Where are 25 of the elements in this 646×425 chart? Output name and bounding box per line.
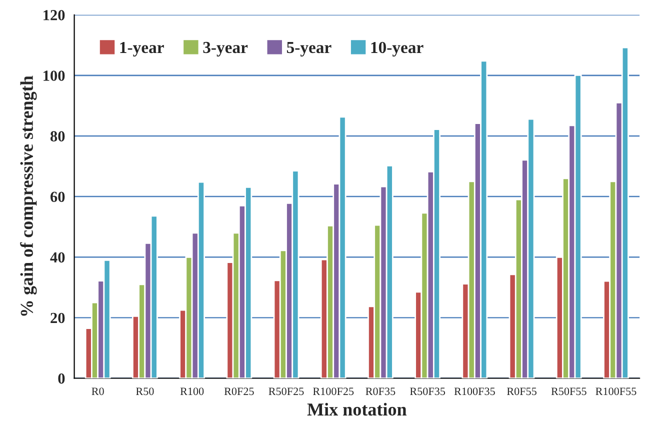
legend-label: 5-year <box>286 42 332 57</box>
x-axis-title: Mix notation <box>307 402 407 416</box>
x-tick-label: R0F35 <box>366 388 396 396</box>
x-tick-label: R100 <box>180 388 204 396</box>
y-tick-label: 20 <box>50 312 65 324</box>
legend-label: 10-year <box>371 42 424 57</box>
x-tick-label: R50F25 <box>268 388 304 396</box>
y-axis-title: % gain of compressive strength <box>20 76 37 316</box>
x-tick-label: R50F55 <box>551 388 586 396</box>
x-tick-label: R100F55 <box>596 388 636 396</box>
x-tick-label: R50F35 <box>410 388 446 396</box>
legend-label: 1-year <box>120 42 164 57</box>
y-tick-label: 60 <box>50 192 65 202</box>
y-tick-label: 40 <box>50 252 65 263</box>
x-tick-label: R0F25 <box>224 388 254 396</box>
y-tick-label: 120 <box>44 10 65 20</box>
y-tick-label: 100 <box>44 70 65 81</box>
x-tick-label: R100F35 <box>454 388 495 396</box>
x-tick-label: R50 <box>136 388 154 396</box>
y-tick-label: 80 <box>50 131 65 142</box>
x-tick-label: R100F25 <box>313 388 354 396</box>
x-tick-label: R0 <box>92 388 104 396</box>
x-tick-label: R0F55 <box>506 388 536 396</box>
y-tick-label: 0 <box>58 373 65 384</box>
legend-label: 3-year <box>203 42 248 57</box>
